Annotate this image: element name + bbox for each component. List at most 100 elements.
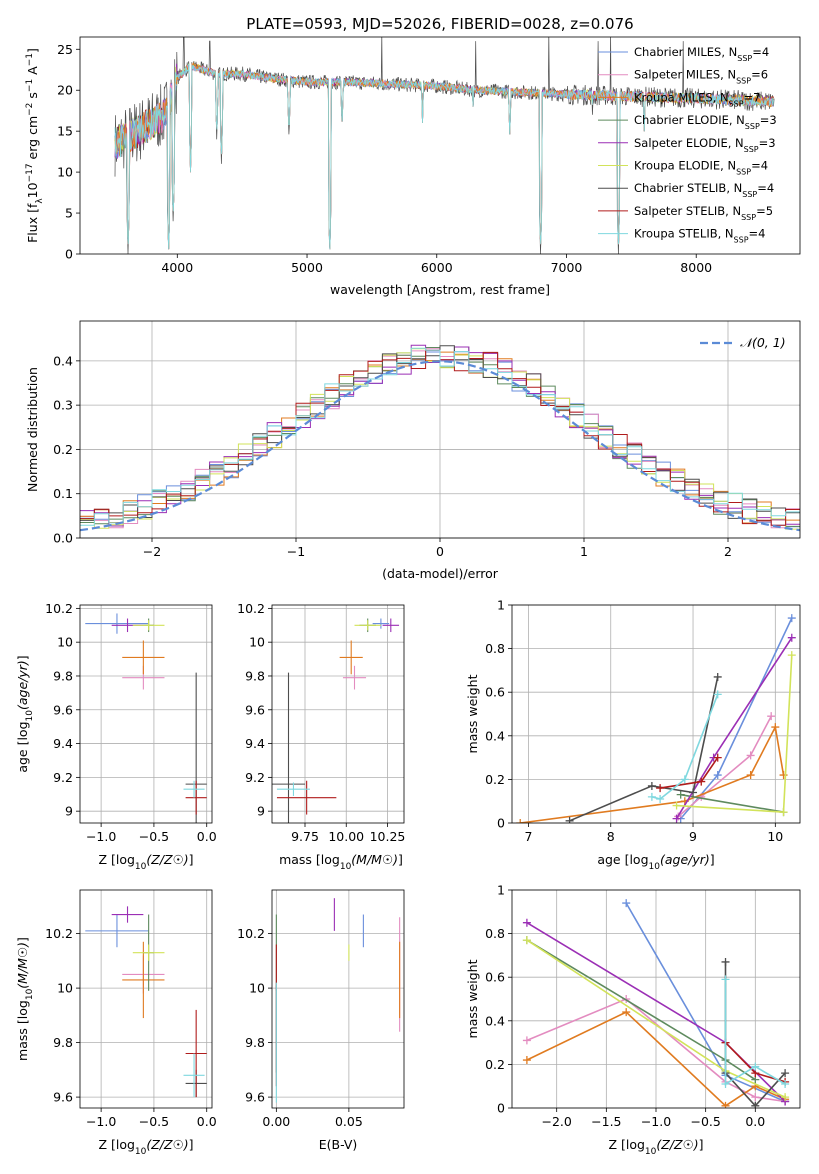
series-point (672, 814, 681, 823)
x-tick-label: 0.0 (745, 1114, 765, 1129)
weight-vs-z-ylabel: mass weight (465, 959, 480, 1038)
series-point (787, 633, 796, 642)
sub: 10 (135, 862, 147, 872)
x-tick-label: −1.5 (591, 1114, 621, 1129)
x-tick-label: 7 (524, 829, 532, 844)
errorbar-kroupa-stelib (276, 782, 310, 796)
x-tick-label: 9.75 (291, 829, 319, 844)
x-tick-label: −1 (287, 544, 305, 559)
series-point (522, 936, 531, 945)
y-tick-label: 10 (249, 981, 265, 996)
y-tick-label: 9 (257, 804, 265, 819)
mass_vs_z-axes: −1.0 −0.5 0.0 9.6 9.8 10 10.2 (45, 890, 217, 1129)
y-tick-label: 20 (57, 83, 73, 98)
series-point (721, 957, 730, 966)
body: (M/M☉) (15, 942, 30, 989)
y-tick-label: 10 (57, 981, 73, 996)
spectrum-kroupa-miles (114, 61, 774, 250)
weight_vs_z-frame (511, 889, 801, 1109)
y-tick-label: 9.6 (53, 1090, 73, 1105)
series-point (516, 819, 525, 823)
series-point (787, 614, 796, 623)
y-tick-label: 9.8 (53, 668, 73, 683)
post: ] (710, 852, 715, 867)
series-line (724, 979, 786, 1086)
x-tick-label: 10.25 (370, 829, 406, 844)
series-point (781, 1080, 790, 1089)
legend-nssp: =5 (756, 204, 773, 218)
series-kroupa-elodie (672, 651, 796, 817)
x-tick-label: −0.5 (139, 829, 169, 844)
y-tick-label: 0.6 (485, 970, 505, 985)
errorbar-salpeter-stelib (185, 1009, 207, 1098)
x-tick-label: 8000 (680, 260, 712, 275)
series-point (721, 1101, 730, 1108)
y-tick-label: 0.4 (485, 728, 505, 743)
legend-sub: SSP (734, 235, 749, 244)
y-tick-label: 10 (57, 165, 73, 180)
series-point (647, 792, 656, 801)
legend-nssp: =7 (744, 90, 761, 104)
x-tick-label: −2 (143, 544, 161, 559)
series-point (713, 753, 722, 762)
legend-sub: SSP (737, 54, 752, 63)
series-point (751, 1093, 760, 1102)
series-point (647, 781, 656, 790)
y-tick-label: 0.2 (53, 442, 73, 457)
age_vs_z-axes: −1.0 −0.5 0.0 9 9.2 9.4 9.6 9.8 10 10.2 (45, 601, 217, 844)
errorbar-kroupa-miles (339, 640, 363, 675)
errorbar-salpeter-stelib (185, 780, 207, 815)
age_vs_mass-grid (272, 605, 404, 823)
series-kroupa-stelib (721, 975, 790, 1089)
legend-nssp: =4 (749, 227, 766, 241)
errorbar-salpeter-miles (342, 665, 367, 690)
x-tick-label: 2 (724, 544, 732, 559)
y-tick-label: 9.4 (53, 736, 73, 751)
series-point (713, 690, 722, 699)
sup: −1 (25, 53, 35, 66)
x-tick-label: −1.0 (86, 1114, 116, 1129)
series-point (656, 784, 665, 793)
series-point (721, 1080, 730, 1089)
legend-sub: SSP (736, 167, 751, 176)
series-point (721, 975, 730, 984)
t: 10 (25, 182, 40, 198)
legend-nssp: =3 (759, 136, 776, 150)
legend-label-salpeter-elodie: Salpeter ELODIE, NSSP=3 (634, 136, 776, 154)
y-tick-label: 10.2 (237, 926, 265, 941)
y-tick-label: 10 (249, 635, 265, 650)
y-tick-label: 0.8 (485, 641, 505, 656)
x-tick-label: 6000 (421, 260, 453, 275)
series-point (622, 899, 631, 908)
series-point (771, 723, 780, 732)
errorbar-kroupa-elodie (132, 944, 165, 961)
y-tick-label: 0 (497, 1101, 505, 1116)
x-tick-label: −1.0 (641, 1114, 671, 1129)
legend-label-normal: 𝒩(0, 1) (740, 335, 786, 350)
legend-sub: SSP (736, 76, 751, 85)
spectrum-legend: Chabrier MILES, NSSP=4 Salpeter MILES, NS… (598, 45, 777, 244)
x-tick-label: 10 (767, 829, 783, 844)
sup: −1 (25, 79, 35, 92)
legend-label-chabrier-miles: Chabrier MILES, NSSP=4 (634, 45, 769, 63)
errorbar-kroupa-miles (122, 640, 165, 675)
y-tick-label: 9.8 (53, 1035, 73, 1050)
residuals-ylabel: Normed distribution (25, 367, 40, 492)
legend-sub: SSP (744, 144, 759, 153)
y-tick-label: 10.2 (45, 926, 73, 941)
series-point (746, 751, 755, 760)
legend-label-salpeter-stelib: Salpeter STELIB, NSSP=5 (634, 204, 773, 222)
y-tick-label: 9.2 (245, 770, 265, 785)
y-tick-label: 0.8 (485, 926, 505, 941)
errorbar-chabrier-miles (85, 613, 149, 634)
legend-label-chabrier-elodie: Chabrier ELODIE, NSSP=3 (634, 113, 777, 131)
y-tick-label: 0.2 (485, 772, 505, 787)
series-salpeter-stelib (656, 753, 722, 793)
y-tick-label: 1 (497, 598, 505, 613)
body: (age/yr) (15, 660, 30, 710)
series-point (565, 816, 574, 823)
legend-label-kroupa-stelib: Kroupa STELIB, NSSP=4 (634, 227, 765, 245)
series-line (680, 793, 784, 813)
legend-sub: SSP (729, 99, 744, 108)
